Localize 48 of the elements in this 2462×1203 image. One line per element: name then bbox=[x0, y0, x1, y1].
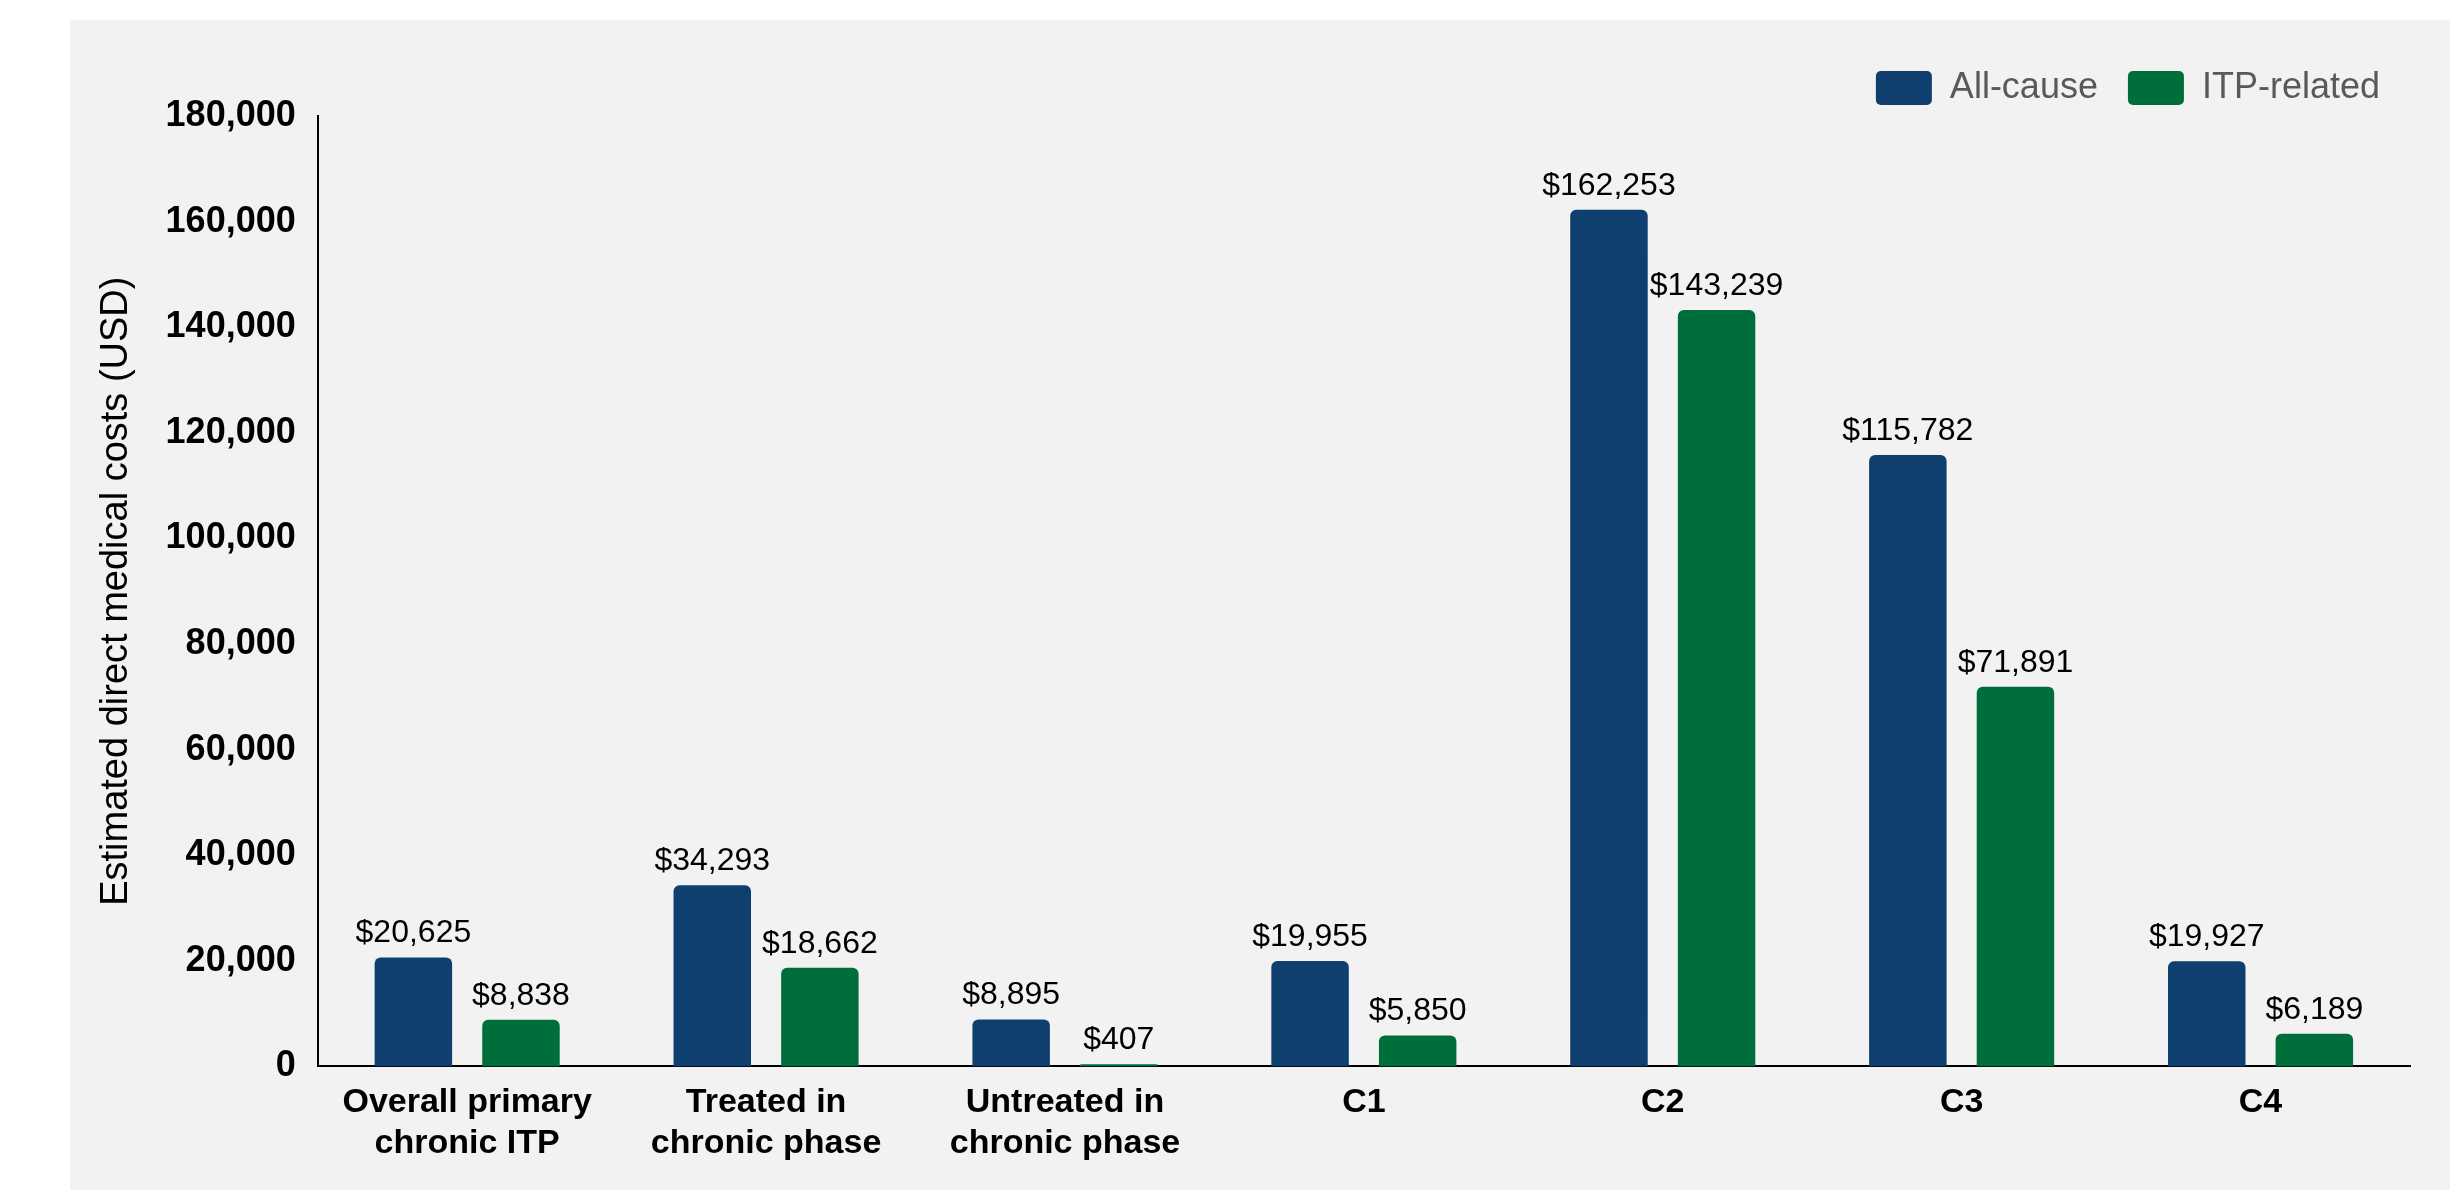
bar bbox=[1570, 209, 1648, 1067]
bar bbox=[2168, 961, 2246, 1067]
x-tick-label: C1 bbox=[1342, 1081, 1386, 1120]
y-tick-label: 80,000 bbox=[185, 620, 296, 662]
y-tick-label: 60,000 bbox=[185, 726, 296, 768]
x-tick-label: C3 bbox=[1939, 1081, 1984, 1120]
data-label: $71,891 bbox=[1957, 642, 2074, 679]
y-tick-label: 20,000 bbox=[185, 937, 296, 979]
bar bbox=[1271, 961, 1349, 1067]
x-tick-label: Treated in chronic phase bbox=[650, 1081, 882, 1160]
data-label: $20,625 bbox=[355, 913, 472, 950]
bar bbox=[1976, 686, 2055, 1067]
bar bbox=[1869, 455, 1947, 1067]
data-label: $115,782 bbox=[1842, 410, 1974, 447]
y-tick-label: 120,000 bbox=[165, 409, 296, 451]
data-label: $8,838 bbox=[472, 975, 570, 1012]
x-tick-label: C4 bbox=[2238, 1081, 2283, 1120]
y-tick-label: 100,000 bbox=[165, 515, 296, 557]
legend-label: All-cause bbox=[1949, 64, 2098, 106]
data-label: $19,955 bbox=[1252, 916, 1368, 953]
data-label: $5,850 bbox=[1368, 991, 1467, 1028]
x-tick-label: Untreated in chronic phase bbox=[949, 1081, 1181, 1160]
y-tick-label: 180,000 bbox=[165, 92, 296, 134]
bar bbox=[1677, 310, 1756, 1067]
bar bbox=[482, 1019, 560, 1067]
bar bbox=[781, 967, 859, 1067]
y-axis-title: Estimated direct medical costs (USD) bbox=[93, 276, 136, 906]
data-label: $407 bbox=[1083, 1020, 1155, 1057]
x-tick-label: C2 bbox=[1641, 1081, 1685, 1120]
x-tick-label: Overall primary chronic ITP bbox=[342, 1081, 592, 1160]
bar bbox=[374, 957, 453, 1067]
data-label: $8,895 bbox=[962, 975, 1061, 1012]
y-tick-label: 40,000 bbox=[185, 832, 296, 874]
data-label: $18,662 bbox=[762, 923, 878, 960]
data-label: $34,293 bbox=[654, 841, 771, 878]
data-label: $162,253 bbox=[1542, 165, 1676, 202]
y-tick-label: 140,000 bbox=[165, 304, 296, 346]
data-label: $19,927 bbox=[2148, 917, 2265, 954]
bar bbox=[2275, 1033, 2354, 1067]
bar bbox=[1080, 1064, 1158, 1067]
y-tick-label: 0 bbox=[275, 1043, 296, 1085]
data-label: $143,239 bbox=[1649, 265, 1784, 302]
bar bbox=[673, 885, 752, 1067]
data-label: $6,189 bbox=[2265, 989, 2364, 1026]
bar bbox=[1378, 1035, 1457, 1067]
bar bbox=[972, 1019, 1050, 1067]
legend-label: ITP-related bbox=[2201, 64, 2381, 106]
y-tick-label: 160,000 bbox=[165, 198, 296, 240]
